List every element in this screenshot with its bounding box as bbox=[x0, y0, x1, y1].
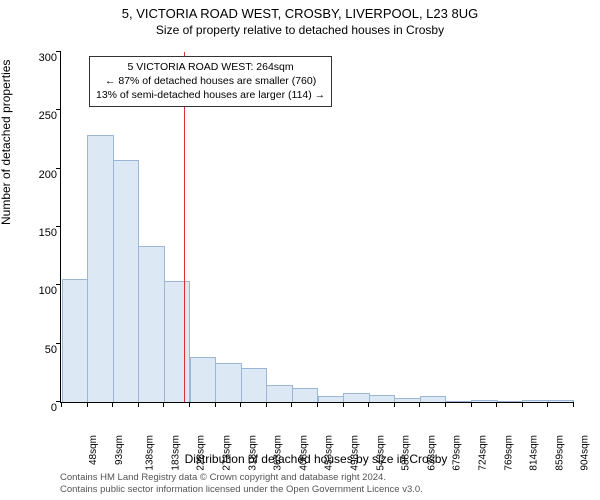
x-tick-mark bbox=[189, 402, 190, 407]
histogram-bar bbox=[471, 400, 498, 402]
x-tick-mark bbox=[394, 402, 395, 407]
x-tick-mark bbox=[112, 402, 113, 407]
x-tick-mark bbox=[163, 402, 164, 407]
histogram-bar bbox=[266, 385, 293, 402]
histogram-bar bbox=[522, 400, 549, 402]
y-axis-label: Number of detached properties bbox=[0, 60, 13, 225]
x-tick-mark bbox=[445, 402, 446, 407]
histogram-bar bbox=[420, 396, 447, 402]
y-tick-label: 200 bbox=[27, 169, 57, 181]
histogram-bar bbox=[446, 401, 473, 402]
x-tick-mark bbox=[573, 402, 574, 407]
histogram-bar bbox=[87, 135, 114, 402]
y-tick-label: 150 bbox=[27, 227, 57, 239]
annotation-line-1: 5 VICTORIA ROAD WEST: 264sqm bbox=[96, 60, 325, 74]
histogram-bar bbox=[497, 401, 524, 402]
histogram-bar bbox=[62, 279, 89, 403]
y-tick-mark bbox=[56, 226, 61, 227]
histogram-bar bbox=[113, 160, 140, 403]
histogram-bar bbox=[138, 246, 165, 402]
y-tick-label: 250 bbox=[27, 110, 57, 122]
histogram-bar bbox=[548, 400, 575, 402]
y-tick-label: 100 bbox=[27, 285, 57, 297]
y-tick-mark bbox=[56, 343, 61, 344]
x-tick-mark bbox=[291, 402, 292, 407]
histogram-bar bbox=[318, 396, 345, 402]
annotation-line-2: ← 87% of detached houses are smaller (76… bbox=[96, 74, 325, 88]
histogram-bar bbox=[215, 363, 242, 403]
x-axis-label: Distribution of detached houses by size … bbox=[60, 452, 572, 466]
x-tick-mark bbox=[522, 402, 523, 407]
y-tick-mark bbox=[56, 168, 61, 169]
x-tick-mark bbox=[496, 402, 497, 407]
x-tick-mark bbox=[343, 402, 344, 407]
x-tick-mark bbox=[215, 402, 216, 407]
footer-line-2: Contains public sector information licen… bbox=[60, 484, 423, 496]
x-tick-mark bbox=[471, 402, 472, 407]
annotation-box: 5 VICTORIA ROAD WEST: 264sqm ← 87% of de… bbox=[89, 56, 332, 107]
x-tick-mark bbox=[368, 402, 369, 407]
footer-line-1: Contains HM Land Registry data © Crown c… bbox=[60, 472, 423, 484]
y-tick-label: 300 bbox=[27, 52, 57, 64]
y-tick-mark bbox=[56, 109, 61, 110]
x-tick-mark bbox=[240, 402, 241, 407]
x-tick-label: 904sqm bbox=[580, 435, 591, 471]
page-subtitle: Size of property relative to detached ho… bbox=[0, 21, 600, 37]
histogram-bar bbox=[190, 357, 217, 402]
x-tick-mark bbox=[419, 402, 420, 407]
y-tick-label: 0 bbox=[27, 402, 57, 414]
histogram-bar bbox=[394, 398, 421, 403]
annotation-line-3: 13% of semi-detached houses are larger (… bbox=[96, 88, 325, 102]
chart-plot-area: 05010015020025030048sqm93sqm138sqm183sqm… bbox=[60, 52, 573, 403]
histogram-bar bbox=[241, 368, 268, 402]
x-tick-mark bbox=[61, 402, 62, 407]
x-tick-mark bbox=[266, 402, 267, 407]
histogram-bar bbox=[292, 388, 319, 402]
footer-attribution: Contains HM Land Registry data © Crown c… bbox=[60, 472, 423, 496]
y-tick-label: 50 bbox=[27, 344, 57, 356]
x-tick-mark bbox=[138, 402, 139, 407]
y-tick-mark bbox=[56, 51, 61, 52]
y-tick-mark bbox=[56, 284, 61, 285]
x-tick-mark bbox=[87, 402, 88, 407]
histogram-bar bbox=[369, 395, 396, 402]
x-tick-mark bbox=[547, 402, 548, 407]
page-title: 5, VICTORIA ROAD WEST, CROSBY, LIVERPOOL… bbox=[0, 0, 600, 21]
histogram-bar bbox=[164, 281, 191, 402]
x-tick-mark bbox=[317, 402, 318, 407]
histogram-bar bbox=[343, 393, 370, 402]
